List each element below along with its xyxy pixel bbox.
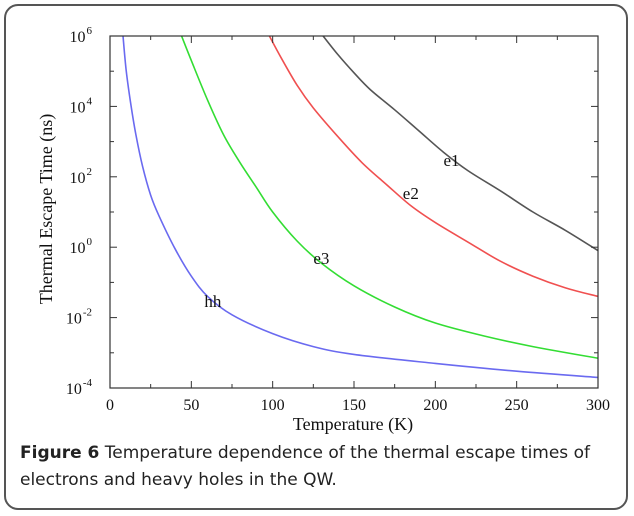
curve-labels: e1 e2 e3 hh	[204, 151, 459, 311]
series-line-e2	[268, 36, 598, 298]
y-tick-exponent: -4	[83, 377, 93, 389]
y-tick-exponent: 6	[87, 25, 93, 37]
x-tick-label: 100	[261, 397, 285, 414]
y-tick-exponent: 4	[87, 95, 93, 107]
x-tick-label: 250	[505, 397, 529, 414]
axis-ticks: 0 50 100 150 200 250 300 10-4 10-2 100 102 104 106	[66, 25, 610, 414]
y-tick-exponent: 0	[87, 236, 93, 248]
x-axis-title: Temperature (K)	[293, 414, 413, 434]
y-tick-label: 104	[70, 95, 93, 116]
y-tick-label: 102	[70, 166, 93, 187]
x-tick-label: 50	[183, 397, 199, 414]
curve-label-hh: hh	[204, 292, 222, 311]
y-tick-exponent: 2	[87, 166, 93, 178]
caption-text: Temperature dependence of the thermal es…	[20, 443, 590, 490]
x-tick-label: 0	[106, 397, 114, 414]
y-tick-exponent: -2	[83, 307, 92, 319]
curve-label-e2: e2	[403, 184, 419, 203]
plot-frame	[109, 35, 599, 389]
y-tick-label: 10-4	[66, 377, 93, 398]
figure-card	[4, 4, 628, 510]
curve-label-e3: e3	[313, 249, 329, 268]
x-tick-label: 150	[342, 397, 366, 414]
caption-figure-number: Figure 6	[20, 443, 100, 463]
y-tick-label: 100	[70, 236, 93, 257]
figure-caption: Figure 6 Temperature dependence of the t…	[20, 440, 620, 494]
y-tick-label: 10-2	[66, 307, 92, 328]
series-line-e3	[180, 36, 598, 360]
y-tick-label: 106	[70, 25, 93, 46]
series-line-e1	[322, 36, 598, 252]
series-line-hh	[122, 36, 598, 379]
x-tick-label: 300	[586, 397, 610, 414]
chart: 0 50 100 150 200 250 300 10-4 10-2 100 102 104 106 e…	[36, 25, 610, 434]
plot-curves	[122, 36, 598, 379]
curve-label-e1: e1	[443, 151, 459, 170]
x-tick-label: 200	[423, 397, 447, 414]
y-axis-title: Thermal Escape Time (ns)	[36, 114, 57, 304]
